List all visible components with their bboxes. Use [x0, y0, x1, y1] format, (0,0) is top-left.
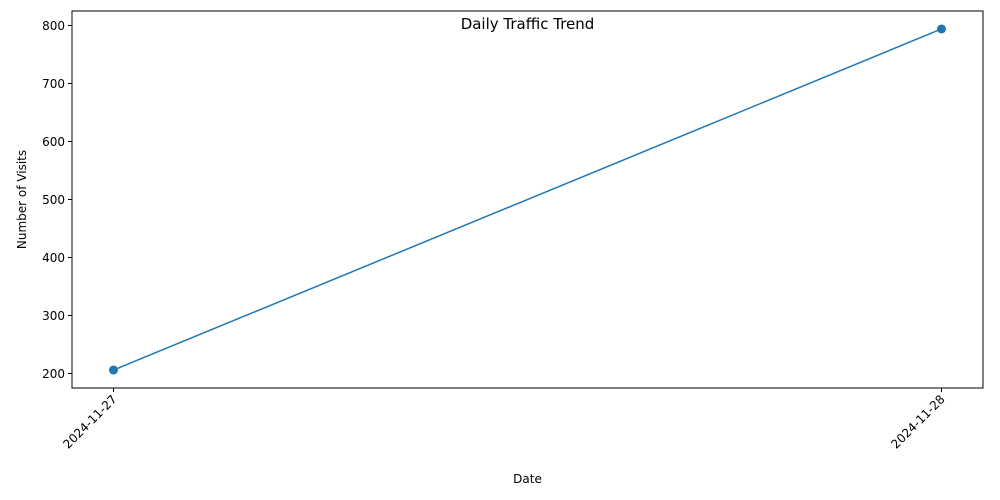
data-point [937, 24, 946, 34]
y-tick-label: 500 [42, 193, 65, 207]
y-axis: 200 300 400 500 600 700 800 [42, 19, 72, 381]
y-tick-label: 200 [42, 367, 65, 381]
y-tick-label: 800 [42, 19, 65, 33]
y-tick-label: 700 [42, 77, 65, 91]
data-point [109, 365, 118, 375]
x-axis-label: Date [513, 472, 542, 486]
y-tick-label: 300 [42, 309, 65, 323]
y-tick-label: 600 [42, 135, 65, 149]
series-line [112, 28, 943, 371]
y-axis-label: Number of Visits [15, 150, 29, 249]
series-layer [109, 24, 946, 375]
chart-title: Daily Traffic Trend [461, 15, 595, 33]
y-tick-label: 400 [42, 251, 65, 265]
